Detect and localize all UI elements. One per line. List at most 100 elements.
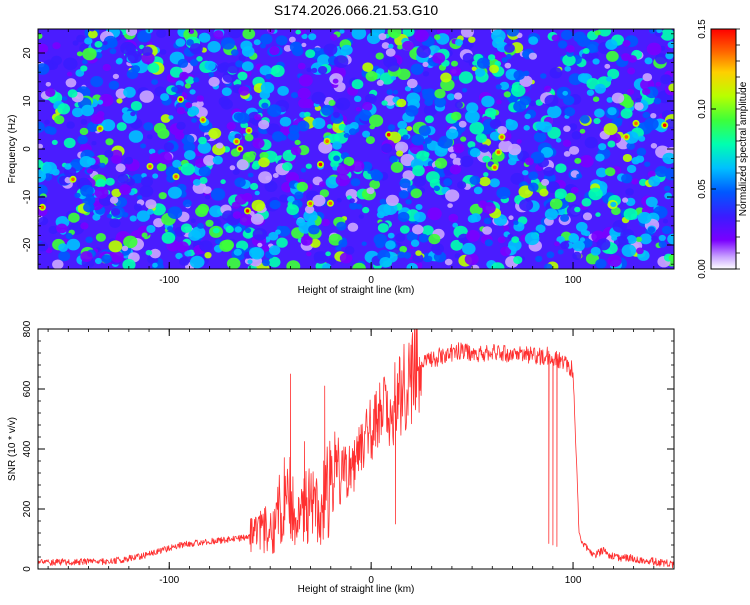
heatmap-cell [481, 95, 495, 108]
heatmap-cell [397, 120, 408, 130]
heatmap-cell [251, 199, 265, 212]
heatmap-cell [376, 79, 384, 86]
heatmap-cell [389, 155, 398, 164]
heatmap-cell [564, 66, 571, 72]
heatmap-cell [333, 55, 349, 68]
heatmap-cell [127, 50, 142, 64]
heatmap-cell [541, 178, 550, 186]
heatmap-cell [539, 188, 549, 197]
heatmap-cell [437, 140, 445, 147]
heatmap-cell [228, 29, 243, 39]
heatmap-cell [184, 150, 196, 161]
heatmap-cell [231, 49, 239, 56]
heatmap-cell [262, 245, 270, 252]
heatmap-cell [570, 186, 579, 194]
heatmap-cell [38, 159, 44, 169]
heatmap-cell [455, 39, 463, 46]
heatmap-cell [238, 213, 253, 226]
heatmap-cell [141, 232, 148, 238]
heatmap-cell [133, 203, 143, 211]
heatmap-cell [485, 128, 492, 135]
heatmap-cell [319, 181, 326, 188]
heatmap-cell [557, 40, 568, 49]
heatmap-cell [387, 232, 395, 239]
x-tick-label: 0 [368, 275, 374, 286]
heatmap-cell [458, 71, 473, 84]
heatmap-cell [528, 182, 539, 192]
heatmap-cell [505, 53, 512, 60]
x-tick-label: 100 [565, 575, 582, 586]
heatmap-cell [136, 210, 150, 222]
heatmap-cell [387, 61, 400, 72]
colorbar-tick-label: 0.10 [697, 99, 708, 119]
heatmap-cell [484, 107, 497, 118]
heatmap-cell [47, 126, 57, 135]
heatmap-cell [98, 126, 102, 131]
heatmap-cell [482, 155, 491, 163]
heatmap-cell [664, 192, 672, 200]
heatmap-cell [272, 131, 285, 142]
heatmap-cell [535, 121, 546, 131]
heatmap-cell [667, 233, 674, 245]
heatmap-cell [519, 199, 534, 212]
heatmap-cell [199, 177, 208, 184]
heatmap-cell [328, 133, 340, 144]
heatmap-cell [586, 89, 595, 96]
heatmap-cell [489, 178, 500, 188]
heatmap-cell [378, 33, 387, 41]
heatmap-cell [349, 202, 358, 210]
heatmap-cell [573, 31, 587, 43]
heatmap-cell [260, 81, 275, 94]
heatmap-cell [440, 72, 452, 83]
heatmap-cell [503, 91, 511, 98]
heatmap-cell [402, 170, 415, 181]
heatmap-cell [51, 55, 62, 66]
heatmap-cell [54, 115, 65, 125]
heatmap-cell [94, 41, 103, 48]
heatmap-cell [516, 139, 522, 144]
heatmap-cell [638, 135, 646, 142]
heatmap-cell [122, 258, 136, 269]
heatmap-cell [627, 88, 635, 95]
y-tick-label: 20 [22, 47, 33, 59]
heatmap-cell [625, 197, 636, 207]
heatmap-cell [312, 117, 326, 129]
heatmap-cell [646, 42, 662, 56]
heatmap-cell [620, 108, 633, 119]
heatmap-cell [576, 173, 583, 179]
heatmap-cell [452, 75, 459, 81]
heatmap-cell [175, 38, 186, 47]
heatmap-cell [472, 60, 478, 66]
heatmap-cell [513, 220, 519, 225]
heatmap-cell [489, 64, 499, 74]
heatmap-cell [508, 239, 522, 252]
heatmap-cell [176, 106, 186, 115]
heatmap-cell [482, 226, 493, 235]
heatmap-cell [186, 39, 194, 46]
heatmap-cell [448, 213, 459, 223]
heatmap-frame [37, 28, 675, 270]
heatmap-cell [433, 185, 440, 192]
heatmap-cell [234, 177, 246, 188]
heatmap-cell [644, 161, 651, 167]
heatmap-cell [621, 244, 637, 257]
heatmap-cell [361, 161, 373, 172]
heatmap-cell [365, 70, 378, 82]
heatmap-cell [130, 101, 142, 111]
y-tick-label: 600 [22, 380, 33, 397]
heatmap-cell [182, 199, 192, 208]
heatmap-cell [387, 124, 396, 131]
heatmap-cell [290, 146, 302, 156]
heatmap-cell [424, 137, 432, 144]
heatmap-cell [369, 179, 381, 190]
heatmap-cell [149, 248, 161, 259]
heatmap-cell [117, 173, 129, 184]
heatmap-cell [524, 113, 531, 120]
heatmap-cell [210, 188, 226, 201]
heatmap-cell [137, 30, 152, 43]
heatmap-cell [631, 178, 639, 185]
heatmap-cell [557, 249, 564, 255]
heatmap-cell [232, 211, 242, 219]
heatmap-cell [449, 164, 462, 175]
heatmap-cell [447, 203, 453, 209]
